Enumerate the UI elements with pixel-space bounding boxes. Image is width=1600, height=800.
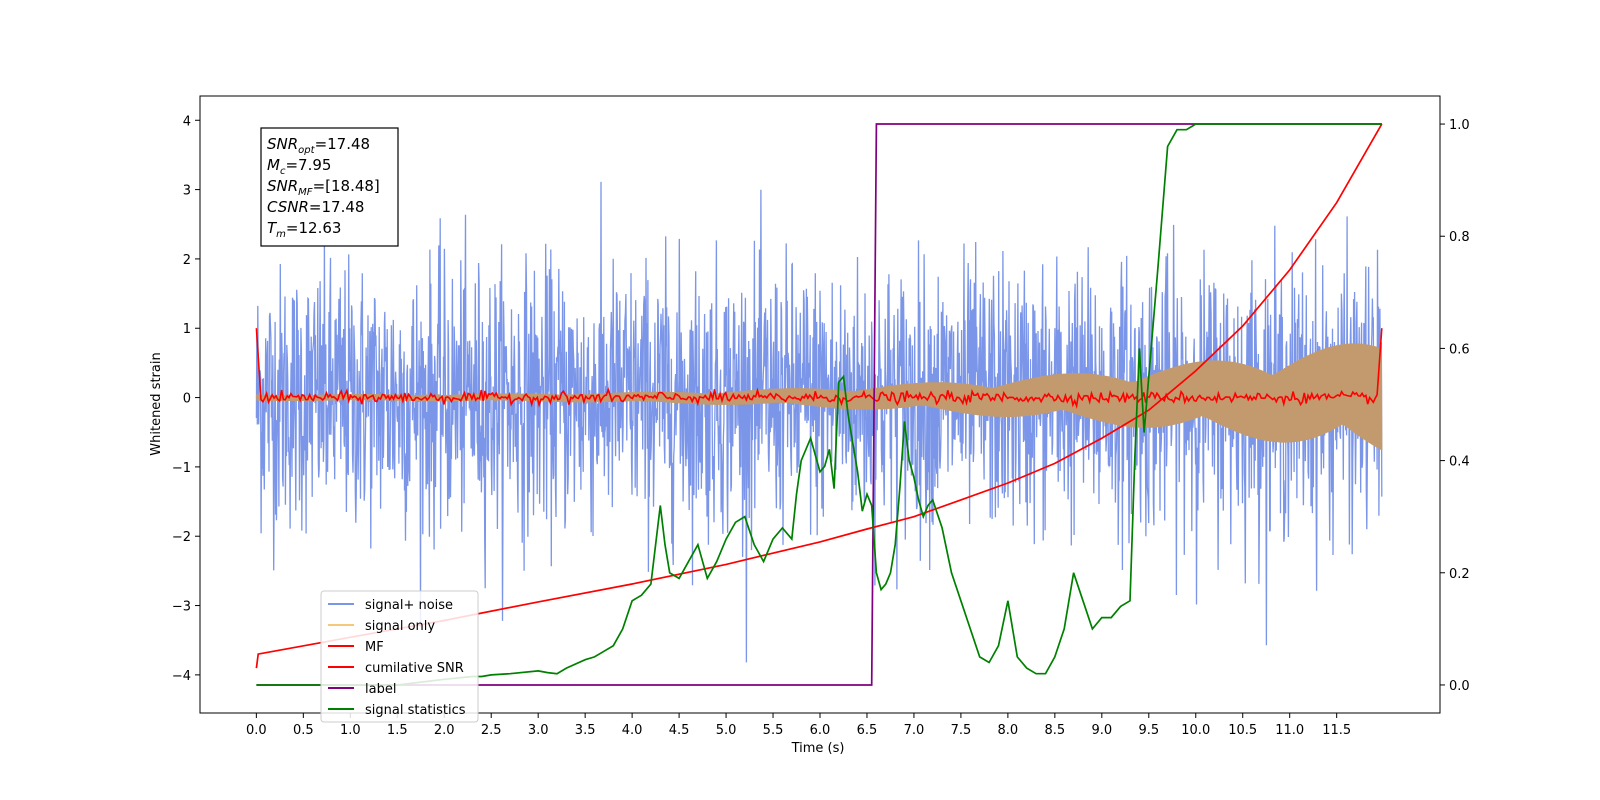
y-axis-label: Whitened strain — [149, 352, 164, 455]
x-tick-label: 0.5 — [293, 723, 314, 738]
x-tick-label: 8.0 — [998, 723, 1019, 738]
x-tick-label: 6.5 — [857, 723, 878, 738]
y-tick-label: 0 — [183, 392, 191, 407]
y-axis-right: 0.0 0.2 0.4 0.6 0.8 1.0 — [1440, 118, 1470, 694]
x-tick-label: 7.5 — [951, 723, 972, 738]
series-label — [256, 123, 1382, 686]
legend-label-signal-noise: signal+ noise — [365, 598, 453, 613]
x-tick-label: 3.0 — [528, 723, 549, 738]
y-tick-label: −1 — [172, 461, 191, 476]
y2-tick-label: 0.0 — [1449, 679, 1470, 694]
x-tick-label: 5.5 — [763, 723, 784, 738]
x-axis: 0.0 0.5 1.0 1.5 2.0 2.5 3.0 3.5 4.0 4.5 5.0 5.5 6.0 6… — [246, 713, 1351, 738]
annotation-snr-opt: SNRopt=17.48 — [267, 135, 370, 156]
series-mf — [255, 328, 1383, 410]
y2-tick-label: 0.8 — [1449, 230, 1470, 245]
annotation-tm: Tm=12.63 — [267, 219, 341, 240]
series-signal-only — [255, 343, 1383, 451]
y2-tick-label: 0.6 — [1449, 342, 1470, 357]
legend-label-label: label — [365, 682, 396, 697]
x-tick-label: 5.0 — [716, 723, 737, 738]
x-tick-label: 4.5 — [669, 723, 690, 738]
series-signal-statistics — [256, 123, 1382, 686]
x-tick-label: 9.0 — [1091, 723, 1112, 738]
y2-tick-label: 1.0 — [1449, 118, 1470, 133]
x-tick-label: 9.5 — [1138, 723, 1159, 738]
annotation-box: SNRopt=17.48 Mc=7.95 SNRMF=[18.48] CSNR=… — [260, 127, 399, 247]
x-tick-label: 10.0 — [1181, 723, 1210, 738]
legend: signal+ noise signal only MF cumilative … — [320, 590, 479, 723]
x-axis-label: Time (s) — [791, 741, 845, 756]
y-tick-label: −3 — [172, 600, 191, 615]
legend-frame — [320, 590, 479, 723]
annotation-frame — [260, 127, 399, 247]
x-tick-label: 2.5 — [481, 723, 502, 738]
x-tick-label: 1.5 — [387, 723, 408, 738]
x-tick-label: 2.0 — [434, 723, 455, 738]
annotation-csnr: CSNR=17.48 — [267, 198, 364, 216]
annotation-mc: Mc=7.95 — [267, 156, 331, 177]
legend-label-mf: MF — [365, 640, 384, 655]
x-tick-label: 6.0 — [810, 723, 831, 738]
y-tick-label: −4 — [172, 669, 191, 684]
x-tick-label: 8.5 — [1045, 723, 1066, 738]
y-tick-label: 1 — [183, 322, 191, 337]
x-tick-label: 11.5 — [1322, 723, 1351, 738]
legend-label-cumulative-snr: cumilative SNR — [365, 661, 464, 676]
x-tick-label: 10.5 — [1228, 723, 1257, 738]
y2-tick-label: 0.2 — [1449, 567, 1470, 582]
annotation-snr-mf: SNRMF=[18.48] — [267, 177, 380, 198]
y-tick-label: 3 — [183, 184, 191, 199]
y-axis-left: −4 −3 −2 −1 0 1 2 3 4 — [172, 114, 200, 684]
y-tick-label: 4 — [183, 114, 191, 129]
x-tick-label: 1.0 — [340, 723, 361, 738]
y-tick-label: −2 — [172, 530, 191, 545]
y2-tick-label: 0.4 — [1449, 455, 1470, 470]
x-tick-label: 3.5 — [575, 723, 596, 738]
x-tick-label: 11.0 — [1275, 723, 1304, 738]
y-tick-label: 2 — [183, 253, 191, 268]
legend-label-signal-only: signal only — [365, 619, 435, 634]
legend-label-signal-statistics: signal statistics — [365, 703, 466, 718]
x-tick-label: 4.0 — [622, 723, 643, 738]
x-tick-label: 7.0 — [904, 723, 925, 738]
x-tick-label: 0.0 — [246, 723, 267, 738]
